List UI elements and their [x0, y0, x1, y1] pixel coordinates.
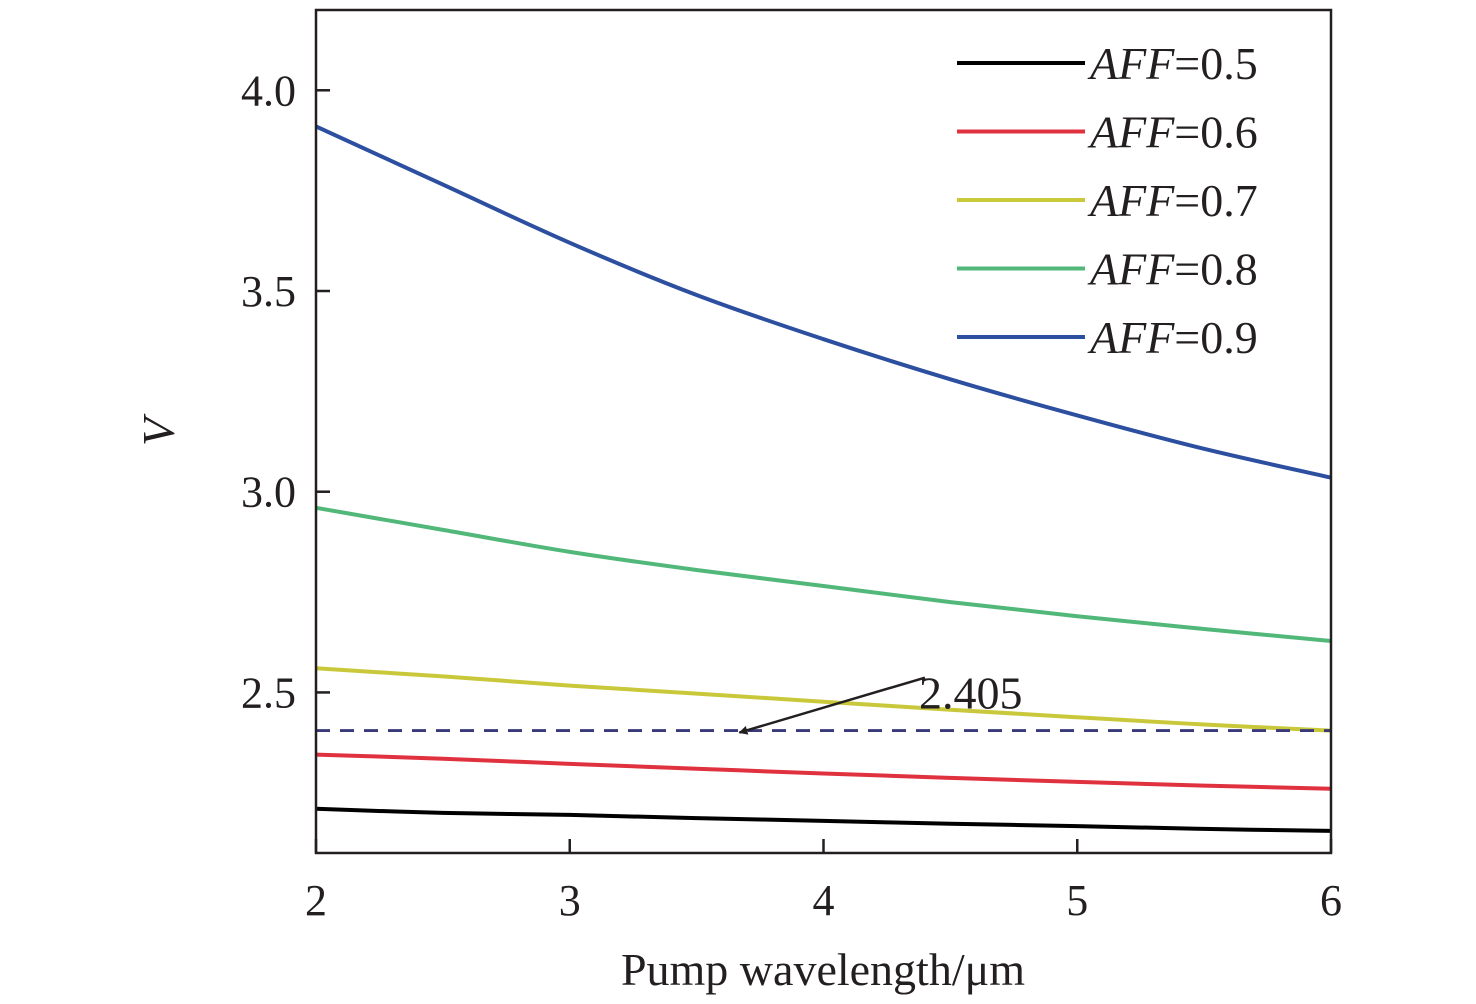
x-axis: 2 3 4 5 6 — [305, 839, 1342, 925]
annotation: 2.405 — [738, 668, 1023, 735]
x-axis-title: Pump wavelength/μm — [621, 944, 1025, 995]
series-layer — [315, 124, 1332, 833]
legend-label-5: AFF=0.9 — [1087, 312, 1258, 363]
series-line-2 — [315, 752, 1332, 791]
series-line-5 — [315, 124, 1332, 480]
x-tick-label-4: 5 — [1066, 876, 1088, 925]
legend-label-2: AFF=0.6 — [1087, 107, 1258, 158]
annotation-arrow — [738, 676, 926, 735]
y-tick-label-4: 4.0 — [241, 66, 296, 115]
legend-label-1: AFF=0.5 — [1087, 38, 1258, 89]
y-axis-title: V — [133, 413, 184, 446]
y-tick-label-2: 3.0 — [241, 468, 296, 517]
legend-label-3: AFF=0.7 — [1087, 175, 1258, 226]
y-tick-label-1: 2.5 — [241, 668, 296, 717]
legend-label-4: AFF=0.8 — [1087, 244, 1258, 295]
x-tick-label-5: 6 — [1320, 876, 1342, 925]
y-tick-label-3: 3.5 — [241, 267, 296, 316]
series-line-1 — [315, 806, 1332, 833]
x-tick-label-3: 4 — [813, 876, 835, 925]
series-line-3 — [315, 666, 1332, 733]
legend: AFF=0.5 AFF=0.6 AFF=0.7 AFF=0.8 AFF=0.9 — [957, 38, 1258, 363]
y-axis: 2.5 3.0 3.5 4.0 — [241, 66, 330, 717]
annotation-label: 2.405 — [919, 668, 1023, 719]
x-tick-label-1: 2 — [305, 876, 327, 925]
series-line-4 — [315, 505, 1332, 643]
x-tick-label-2: 3 — [559, 876, 581, 925]
